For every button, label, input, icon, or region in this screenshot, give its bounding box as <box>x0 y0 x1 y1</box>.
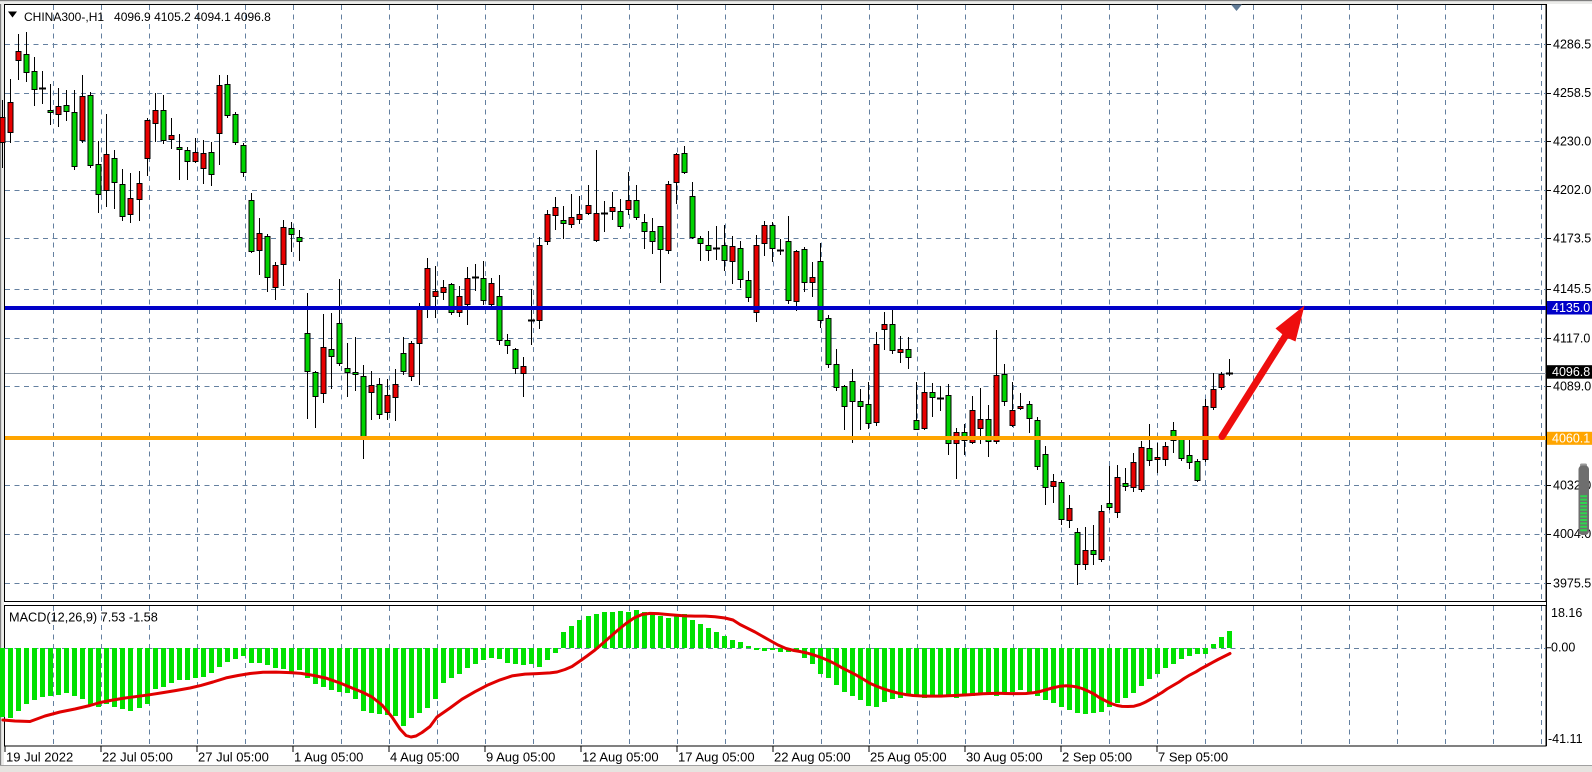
svg-text:7 Sep 05:00: 7 Sep 05:00 <box>1158 750 1228 765</box>
svg-text:22 Jul 05:00: 22 Jul 05:00 <box>102 750 173 765</box>
svg-text:CHINA300-,H1 4096.9 4105.2 4: CHINA300-,H1 4096.9 4105.2 4094.1 4096.8 <box>24 10 271 24</box>
svg-text:MACD(12,26,9) 7.53 -1.58: MACD(12,26,9) 7.53 -1.58 <box>9 611 158 625</box>
svg-text:1 Aug 05:00: 1 Aug 05:00 <box>294 750 363 765</box>
svg-text:12 Aug 05:00: 12 Aug 05:00 <box>582 750 659 765</box>
svg-text:2 Sep 05:00: 2 Sep 05:00 <box>1062 750 1132 765</box>
svg-text:4230.0: 4230.0 <box>1553 135 1591 149</box>
svg-text:25 Aug 05:00: 25 Aug 05:00 <box>870 750 947 765</box>
svg-text:4258.5: 4258.5 <box>1553 86 1591 100</box>
svg-text:4135.0: 4135.0 <box>1552 301 1590 315</box>
svg-text:19 Jul 2022: 19 Jul 2022 <box>6 750 73 765</box>
svg-text:4096.8: 4096.8 <box>1552 365 1590 379</box>
svg-text:0.00: 0.00 <box>1551 641 1575 655</box>
svg-text:4173.5: 4173.5 <box>1553 232 1591 246</box>
svg-text:4089.0: 4089.0 <box>1553 380 1591 394</box>
svg-text:4145.5: 4145.5 <box>1553 282 1591 296</box>
svg-text:4286.5: 4286.5 <box>1553 38 1591 52</box>
svg-text:4060.1: 4060.1 <box>1552 431 1590 445</box>
svg-text:4202.0: 4202.0 <box>1553 183 1591 197</box>
svg-text:4117.0: 4117.0 <box>1553 332 1590 346</box>
svg-text:30 Aug 05:00: 30 Aug 05:00 <box>966 750 1043 765</box>
svg-text:9 Aug 05:00: 9 Aug 05:00 <box>486 750 555 765</box>
svg-text:18.16: 18.16 <box>1551 606 1582 620</box>
svg-text:3975.5: 3975.5 <box>1553 577 1591 591</box>
svg-text:-41.11: -41.11 <box>1548 732 1583 746</box>
svg-text:27 Jul 05:00: 27 Jul 05:00 <box>198 750 269 765</box>
svg-text:22 Aug 05:00: 22 Aug 05:00 <box>774 750 851 765</box>
svg-text:17 Aug 05:00: 17 Aug 05:00 <box>678 750 755 765</box>
svg-text:4 Aug 05:00: 4 Aug 05:00 <box>390 750 459 765</box>
